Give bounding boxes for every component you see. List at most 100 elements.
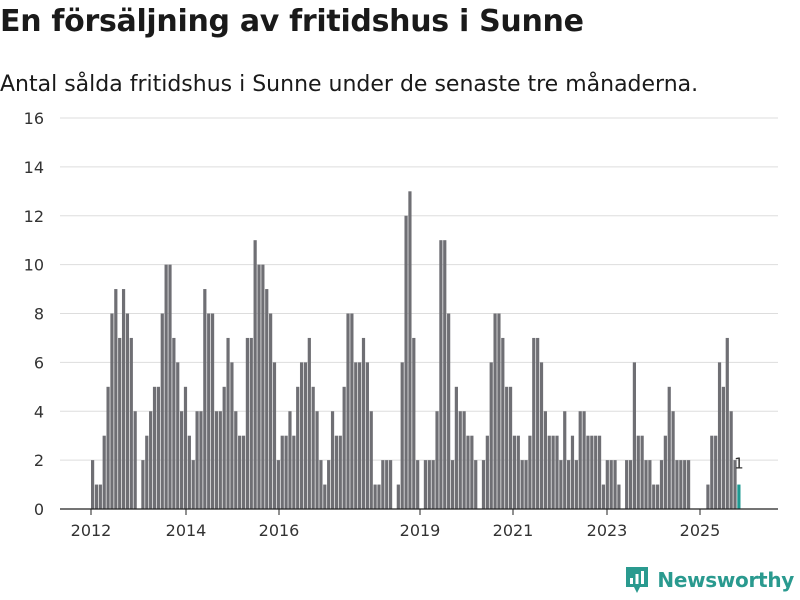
y-tick-label: 8: [34, 305, 44, 324]
x-tick-label: 2023: [587, 521, 628, 540]
bar: [555, 435, 559, 509]
x-tick-label: 2021: [493, 521, 534, 540]
bar: [508, 386, 513, 509]
y-tick-label: 2: [34, 451, 44, 470]
bar: [365, 362, 369, 510]
bar: [292, 435, 296, 509]
bar: [536, 337, 540, 509]
bar: [303, 362, 308, 510]
y-tick-label: 6: [34, 353, 44, 372]
x-tick-label: 2016: [259, 521, 300, 540]
bar: [632, 362, 636, 510]
bar: [98, 484, 102, 509]
bar: [617, 484, 621, 509]
bar: [652, 484, 656, 509]
bar: [613, 460, 617, 510]
brand-name: Newsworthy: [657, 568, 794, 592]
bar: [679, 460, 683, 510]
bar: [539, 362, 544, 510]
bar: [307, 337, 311, 509]
annotations: 1: [734, 455, 744, 473]
bar: [625, 460, 629, 510]
bar: [423, 460, 428, 510]
bar: [582, 411, 586, 509]
bar: [284, 435, 288, 509]
gridlines: [60, 117, 778, 461]
y-tick-label: 10: [24, 256, 44, 275]
bar: [245, 337, 249, 509]
bar: [253, 240, 257, 509]
bar: [230, 362, 234, 510]
bar: [528, 435, 532, 509]
x-tick-label: 2019: [400, 521, 441, 540]
bar: [640, 435, 644, 509]
bar: [481, 460, 486, 510]
bar: [218, 411, 222, 509]
x-axis: 2012 2014 2016 2019 2021 2023 2025: [71, 509, 720, 540]
bar: [176, 362, 180, 510]
bar: [381, 460, 385, 510]
bar: [319, 460, 323, 510]
bar: [458, 411, 462, 509]
bar: [721, 386, 726, 509]
bar: [106, 386, 110, 509]
bar: [129, 337, 133, 509]
bars: [91, 191, 741, 510]
bar: [505, 386, 509, 509]
bar: [180, 411, 184, 509]
chart-title: En försäljning av fritidshus i Sunne: [0, 4, 584, 39]
bar: [520, 460, 524, 510]
bar: [439, 240, 443, 509]
bar: [222, 386, 226, 509]
bar: [133, 411, 137, 509]
bar: [717, 362, 722, 510]
bar: [570, 435, 575, 509]
bar: [675, 460, 679, 510]
bar: [265, 289, 269, 509]
y-tick-label: 14: [24, 158, 44, 177]
bar: [516, 435, 520, 509]
bar: [141, 460, 145, 510]
bar: [199, 411, 203, 509]
bar: [574, 460, 578, 510]
bar: [156, 386, 160, 509]
bar: [578, 411, 582, 509]
bar: [524, 460, 528, 510]
bar: [121, 289, 126, 509]
bar: [659, 460, 664, 510]
bar: [323, 484, 327, 509]
bar: [207, 313, 211, 509]
bar: [501, 337, 505, 509]
brand-logo: Newsworthy: [624, 565, 794, 595]
bar: [269, 313, 273, 509]
x-tick-label: 2012: [71, 521, 112, 540]
bar: [594, 435, 598, 509]
bar: [408, 191, 412, 509]
bar: [164, 264, 168, 510]
chart-subtitle: Antal sålda fritidshus i Sunne under de …: [0, 72, 699, 97]
bar: [559, 460, 563, 510]
bar: [586, 435, 590, 509]
bar: [272, 362, 277, 510]
bar: [609, 460, 613, 510]
bar: [187, 435, 191, 509]
bar: [152, 386, 157, 509]
bar-value-label: 1: [734, 455, 744, 473]
bar: [125, 313, 130, 509]
y-tick-label: 4: [34, 402, 44, 421]
bar: [330, 411, 335, 509]
newsworthy-logo-icon: [626, 567, 649, 593]
bar: [388, 460, 393, 510]
bar: [172, 337, 176, 509]
bar: [183, 386, 188, 509]
bar: [249, 337, 253, 509]
bar: [725, 337, 729, 509]
bar: [404, 215, 408, 509]
y-tick-label: 0: [34, 500, 44, 519]
bar: [427, 460, 431, 510]
bar: [462, 411, 466, 509]
bar: [733, 460, 737, 510]
bar: [299, 362, 304, 510]
bar: [385, 460, 389, 510]
